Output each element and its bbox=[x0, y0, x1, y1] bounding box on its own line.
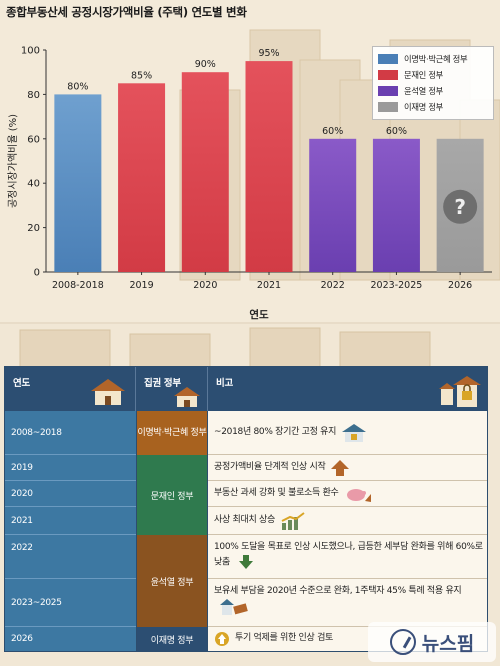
year-cell-2: 2020 bbox=[5, 481, 136, 507]
up-arrow-house-icon bbox=[331, 459, 350, 476]
year-cell-4: 2022 bbox=[5, 535, 136, 579]
year-cell-3: 2021 bbox=[5, 507, 136, 535]
legend-item-1: 문재인 정부 bbox=[378, 67, 488, 83]
year-cell-6: 2026 bbox=[5, 627, 136, 651]
legend-label-2: 윤석열 정부 bbox=[404, 86, 444, 96]
note-cell-1: 공정가액비율 단계적 인상 시작 bbox=[208, 455, 487, 481]
legend-swatch-1 bbox=[378, 70, 398, 80]
legend-swatch-2 bbox=[378, 86, 398, 96]
header-gov: 집권 정부 bbox=[136, 367, 208, 411]
down-arrow-icon bbox=[238, 555, 253, 570]
legend-item-2: 윤석열 정부 bbox=[378, 83, 488, 99]
note-cell-5: 보유세 부담을 2020년 수준으로 완화, 1주택자 45% 특례 적용 유지 bbox=[208, 579, 487, 627]
note-text-5: 보유세 부담을 2020년 수준으로 완화, 1주택자 45% 특례 적용 유지 bbox=[214, 586, 462, 596]
header-note: 비고 bbox=[208, 367, 487, 411]
year-cell-0: 2008~2018 bbox=[5, 411, 136, 455]
house-lock-icon bbox=[439, 376, 481, 407]
y-tick-label-3: 60 bbox=[27, 134, 40, 145]
year-cell-1: 2019 bbox=[5, 455, 136, 481]
bar-0 bbox=[54, 94, 102, 273]
bar-5 bbox=[372, 138, 420, 272]
header-note-label: 비고 bbox=[216, 378, 233, 389]
chart-title: 종합부동산세 공정시장가액비율 (주택) 연도별 변화 bbox=[6, 5, 247, 19]
gov-cell-0: 이명박·박근혜 정부 bbox=[136, 411, 208, 455]
house-tag-icon bbox=[220, 599, 248, 616]
note-cell-0: ~2018년 80% 장기간 고정 유지 bbox=[208, 411, 487, 455]
data-label-5: 60% bbox=[386, 126, 407, 137]
y-tick-label-5: 100 bbox=[21, 46, 40, 57]
gov-cell-1: 문재인 정부 bbox=[136, 455, 208, 535]
header-year: 연도 bbox=[5, 367, 136, 411]
chart-legend: 이명박·박근혜 정부 문재인 정부 윤석열 정부 이재명 정부 bbox=[372, 46, 494, 120]
up-arrow-circle-icon bbox=[215, 632, 229, 646]
watermark-text: 뉴스핌 bbox=[421, 632, 475, 655]
bar-4 bbox=[309, 138, 357, 272]
note-text-3: 사상 최대치 상승 bbox=[214, 514, 275, 525]
y-axis-title: 공정시장가액비율 (%) bbox=[7, 114, 19, 208]
note-text-1: 공정가액비율 단계적 인상 시작 bbox=[214, 461, 326, 472]
note-text-0: ~2018년 80% 장기간 고정 유지 bbox=[214, 426, 337, 437]
legend-label-3: 이재명 정부 bbox=[404, 102, 444, 112]
section-divider bbox=[0, 322, 500, 324]
house-lock-small-icon bbox=[342, 423, 367, 442]
bar-2 bbox=[181, 72, 229, 272]
legend-swatch-3 bbox=[378, 102, 398, 112]
x-tick-label-0: 2008-2018 bbox=[52, 280, 104, 291]
x-tick-label-2: 2020 bbox=[193, 280, 217, 291]
note-cell-2: 부동산 과세 강화 및 불로소득 환수 bbox=[208, 481, 487, 507]
note-cell-3: 사상 최대치 상승 bbox=[208, 507, 487, 535]
legend-swatch-0 bbox=[378, 54, 398, 64]
x-tick-label-5: 2023-2025 bbox=[371, 280, 423, 291]
piggy-bank-icon bbox=[346, 488, 371, 502]
y-tick-label-4: 80 bbox=[27, 90, 40, 101]
data-label-2: 90% bbox=[195, 59, 216, 70]
legend-item-0: 이명박·박근혜 정부 bbox=[378, 51, 488, 67]
header-year-label: 연도 bbox=[13, 378, 30, 389]
x-tick-label-1: 2019 bbox=[129, 280, 153, 291]
watermark-icon bbox=[389, 629, 416, 655]
legend-item-3: 이재명 정부 bbox=[378, 99, 488, 115]
note-text-2: 부동산 과세 강화 및 불로소득 환수 bbox=[214, 487, 339, 498]
gov-cell-2: 윤석열 정부 bbox=[136, 535, 208, 627]
data-label-3: 95% bbox=[258, 48, 279, 59]
watermark-logo: 뉴스핌 bbox=[368, 622, 496, 662]
small-house-icon bbox=[174, 387, 200, 407]
legend-label-1: 문재인 정부 bbox=[404, 70, 444, 80]
data-label-1: 85% bbox=[131, 70, 152, 81]
bar-3 bbox=[245, 61, 293, 272]
bar-chart: 0 20 40 60 80 100 2008-2018 80% 2019 85% 2020 90% 20… bbox=[7, 46, 492, 321]
unknown-marker-circle bbox=[443, 189, 478, 224]
note-text-6: 투기 억제를 위한 인상 검토 bbox=[235, 633, 334, 644]
gov-cell-3: 이재명 정부 bbox=[136, 627, 208, 651]
house-icon bbox=[91, 379, 125, 405]
x-tick-label-6: 2026 bbox=[448, 280, 472, 291]
unknown-marker-text: ? bbox=[454, 195, 466, 219]
bar-1 bbox=[118, 83, 166, 272]
x-axis-title: 연도 bbox=[249, 308, 269, 321]
y-tick-label-0: 0 bbox=[34, 268, 40, 279]
legend-label-0: 이명박·박근혜 정부 bbox=[404, 54, 468, 64]
data-label-4: 60% bbox=[322, 126, 343, 137]
header-gov-label: 집권 정부 bbox=[144, 378, 181, 389]
y-tick-label-1: 20 bbox=[27, 223, 40, 234]
x-tick-label-4: 2022 bbox=[321, 280, 345, 291]
x-tick-label-3: 2021 bbox=[257, 280, 281, 291]
note-cell-4: 100% 도달을 목표로 인상 시도했으나, 급등한 세부담 완화를 위해 60… bbox=[208, 535, 487, 579]
y-tick-label-2: 40 bbox=[27, 179, 40, 190]
data-label-0: 80% bbox=[67, 81, 88, 92]
note-text-4: 100% 도달을 목표로 인상 시도했으나, 급등한 세부담 완화를 위해 60… bbox=[214, 542, 483, 568]
year-cell-5: 2023~2025 bbox=[5, 579, 136, 627]
policy-table: 연도 집권 정부 비고 2008~2018 2019 2020 2021 202… bbox=[4, 366, 488, 652]
trend-up-icon bbox=[281, 511, 305, 530]
